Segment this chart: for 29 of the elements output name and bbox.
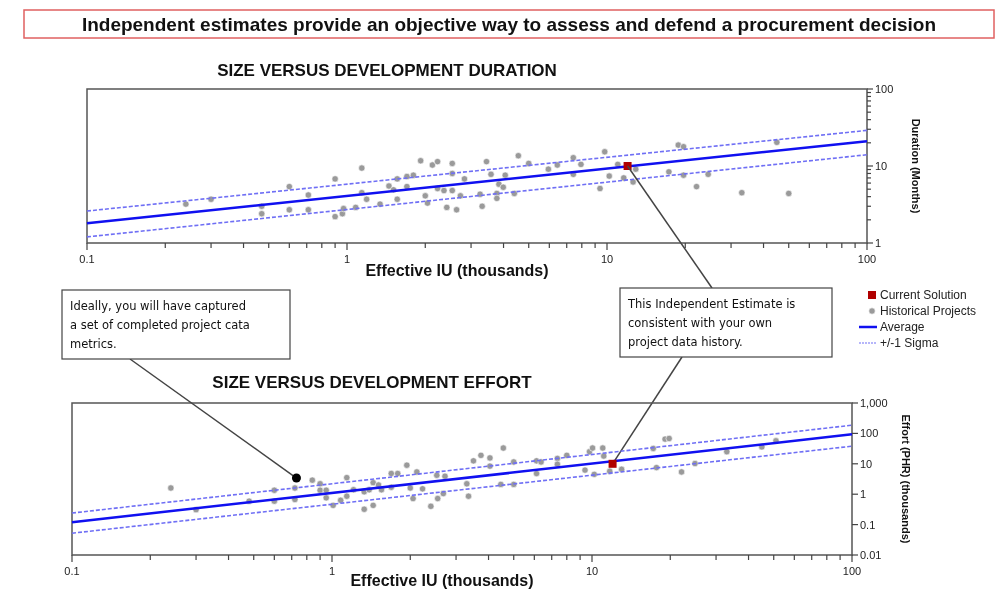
- x-tick-label: 1: [328, 565, 336, 577]
- y-tick-label: 10: [860, 457, 873, 470]
- legend-label: Historical Projects: [880, 304, 977, 318]
- y-axis-title: Duration (Months): [910, 118, 922, 214]
- legend-label: Average: [880, 320, 925, 334]
- annotation: This Independent Estimate is consistent with your own project data history.: [627, 297, 796, 349]
- y-tick-label: 100: [860, 427, 879, 440]
- y-tick-label: 100: [875, 83, 894, 95]
- x-tick-label: 100: [842, 565, 862, 577]
- x-tick-label: 0.1: [64, 565, 80, 577]
- legend-label: Current Solution: [880, 288, 967, 302]
- text: Independent estimates provide an objective way to assess and defend a procurement decision: [81, 14, 937, 35]
- x-tick-label: 10: [585, 565, 599, 577]
- chart-title: SIZE VERSUS DEVELOPMENT EFFORT: [212, 373, 533, 392]
- x-axis-title: Effective IU (thousands): [365, 262, 549, 279]
- y-tick-label: 1: [875, 237, 882, 249]
- y-tick-label: 1: [860, 488, 867, 501]
- x-tick-label: 0.1: [79, 253, 95, 265]
- chart-title: SIZE VERSUS DEVELOPMENT DURATION: [217, 61, 557, 80]
- x-tick-label: 10: [600, 253, 614, 265]
- x-axis-title: Effective IU (thousands): [350, 572, 534, 589]
- y-tick-label: 0.1: [860, 518, 876, 531]
- legend-label: +/-1 Sigma: [880, 336, 939, 350]
- y-axis-title: Effort (PHR) (thousands): [900, 414, 912, 544]
- annotation: Ideally, you will have captured a set of completed project cata metrics.: [70, 299, 250, 351]
- y-tick-label: 10: [875, 160, 888, 172]
- y-tick-label: 1,000: [860, 397, 888, 409]
- y-tick-label: 0.01: [860, 549, 882, 561]
- x-tick-label: 1: [343, 253, 351, 265]
